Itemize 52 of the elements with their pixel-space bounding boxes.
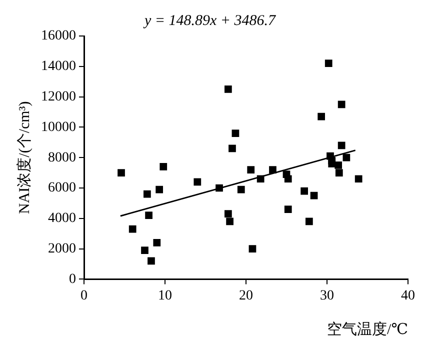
point [306,218,313,226]
point [232,130,240,137]
y-tick-label: 14000 [41,59,76,74]
x-axis-title: 空气温度/℃ [327,320,408,338]
chart-title: y = 148.89x + 3486.7 [142,12,278,29]
point [148,257,155,265]
point [144,190,151,198]
y-tick-label: 8000 [48,150,76,166]
point [269,166,276,174]
point [318,112,326,120]
point [194,178,202,186]
point [342,154,350,162]
point [256,175,264,183]
point [118,169,125,176]
point [226,218,234,226]
point [324,60,332,68]
point [310,192,318,200]
point [335,169,343,176]
x-tick-label: 10 [158,288,172,304]
x-tick-label: 30 [320,288,334,304]
point [141,246,148,254]
y-tick-label: 6000 [48,180,76,196]
point [247,166,255,174]
point [156,186,164,194]
point [284,206,292,213]
point [128,225,136,233]
point [248,245,256,252]
point [228,144,236,152]
point [216,184,223,192]
y-tick-label: 4000 [48,211,76,226]
point [334,162,342,169]
point [160,163,168,170]
y-tick-label: 2000 [48,241,76,256]
y-tick-label: 10000 [41,120,76,135]
y-tick-label: 16000 [41,28,76,44]
point [153,239,161,246]
y-tick-label: 0 [69,272,76,287]
point [354,175,362,183]
point [224,210,232,218]
x-tick-label: 20 [239,288,253,304]
point [338,100,346,108]
point [338,142,346,150]
point [300,187,308,195]
y-axis-title: NAI浓度/(个/cm³) [16,101,33,214]
x-tick-label: 0 [80,288,88,304]
point [224,86,232,93]
point [145,212,152,220]
point [328,160,336,168]
point [284,175,292,183]
y-tick-label: 12000 [41,89,76,104]
x-tick-label: 40 [401,288,415,304]
point [237,186,245,194]
